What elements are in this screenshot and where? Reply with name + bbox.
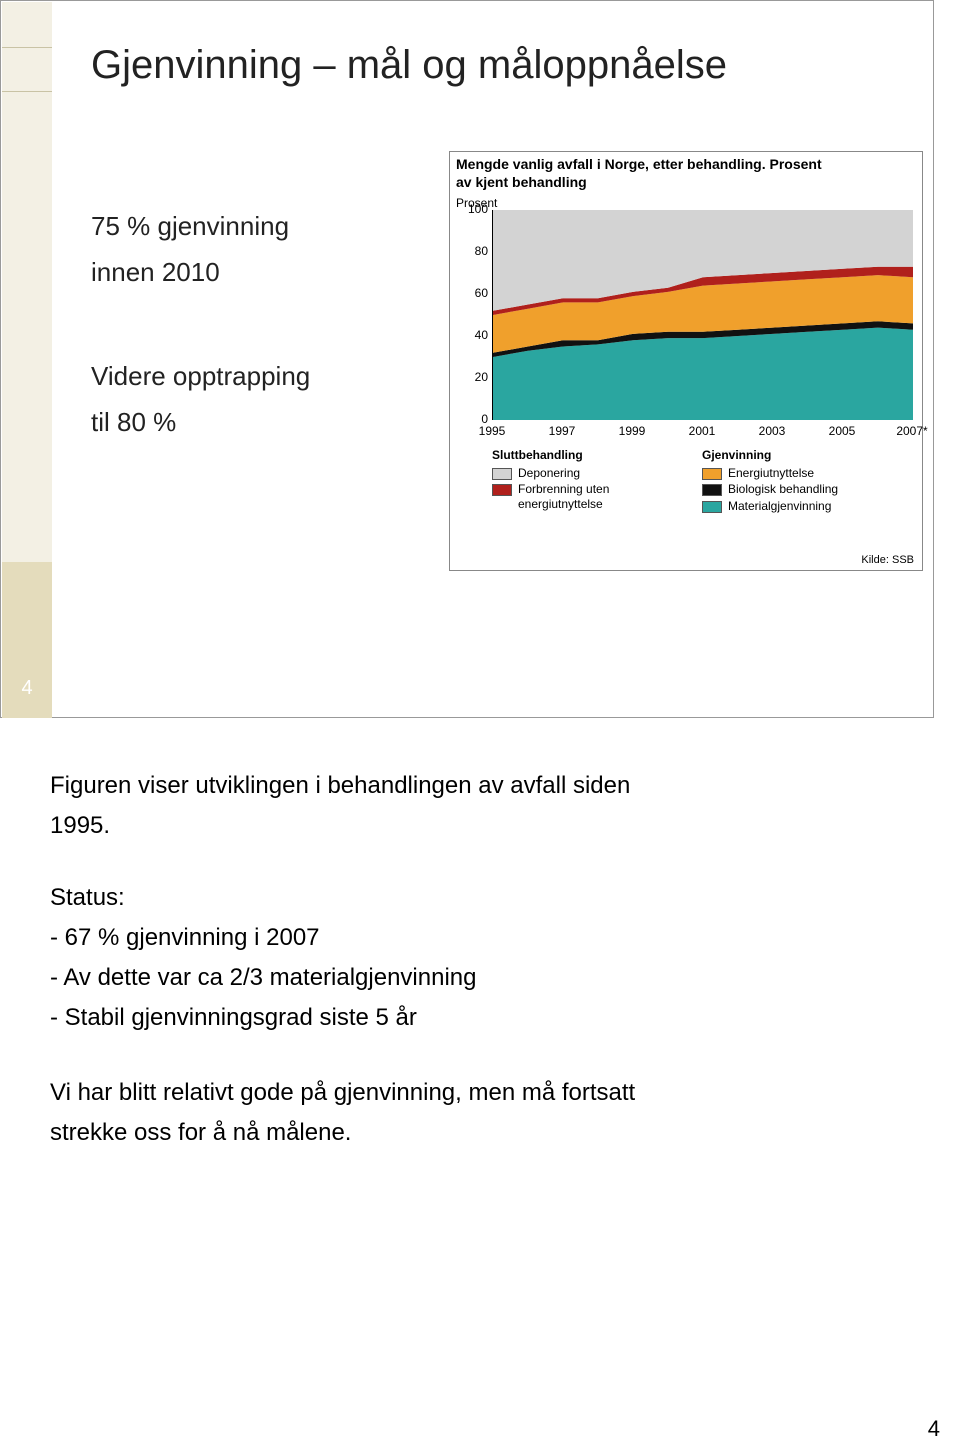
- legend-item: Materialgjenvinning: [702, 499, 912, 513]
- side-strip: 4: [2, 2, 52, 718]
- x-tick-label: 1995: [479, 424, 506, 438]
- chart-frame: Mengde vanlig avfall i Norge, etter beha…: [449, 151, 923, 571]
- y-tick-label: 40: [456, 328, 488, 342]
- slide-number-badge: 4: [2, 672, 52, 704]
- legend-swatch: [702, 468, 722, 480]
- x-tick-label: 1999: [619, 424, 646, 438]
- source-label: Kilde: SSB: [861, 554, 914, 566]
- legend-label: Materialgjenvinning: [728, 499, 831, 513]
- body-status-heading: Status:: [50, 880, 910, 916]
- strip-upper: [2, 2, 52, 562]
- plot-area: [492, 210, 912, 420]
- y-tick-label: 80: [456, 244, 488, 258]
- body-bullet: - Stabil gjenvinningsgrad siste 5 år: [50, 1000, 910, 1036]
- x-tick-label: 2001: [689, 424, 716, 438]
- legend-label: Forbrenning uten energiutnyttelse: [518, 482, 692, 511]
- goal-text-line: innen 2010: [91, 257, 220, 288]
- chart-title-line2: av kjent behandling: [456, 174, 587, 190]
- goal-text-line: 75 % gjenvinning: [91, 211, 289, 242]
- strip-rule: [2, 91, 52, 92]
- x-tick-label: 2007*: [896, 424, 927, 438]
- slide-frame: 4 Gjenvinning – mål og måloppnåelse 75 %…: [0, 0, 934, 718]
- body-paragraph: Figuren viser utviklingen i behandlingen…: [50, 768, 910, 804]
- y-tick-label: 60: [456, 286, 488, 300]
- body-bullet: - 67 % gjenvinning i 2007: [50, 920, 910, 956]
- goal-text-line: til 80 %: [91, 407, 176, 438]
- legend-label: Biologisk behandling: [728, 482, 838, 496]
- stacked-area-chart: [493, 210, 913, 420]
- legend-item: Forbrenning uten energiutnyttelse: [492, 482, 692, 511]
- legend-swatch: [702, 501, 722, 513]
- goal-text-line: Videre opptrapping: [91, 361, 310, 392]
- y-tick-label: 100: [456, 202, 488, 216]
- slide-title: Gjenvinning – mål og måloppnåelse: [91, 43, 727, 88]
- page-number: 4: [928, 1416, 940, 1442]
- legend-item: Biologisk behandling: [702, 482, 912, 496]
- legend-label: Energiutnyttelse: [728, 466, 814, 480]
- x-tick-label: 2003: [759, 424, 786, 438]
- legend-item: Energiutnyttelse: [702, 466, 912, 480]
- legend-heading: Gjenvinning: [702, 448, 912, 462]
- x-tick-label: 2005: [829, 424, 856, 438]
- body-paragraph: strekke oss for å nå målene.: [50, 1115, 910, 1151]
- legend-item: Deponering: [492, 466, 692, 480]
- body-paragraph: Vi har blitt relativt gode på gjenvinnin…: [50, 1075, 910, 1111]
- chart-title: Mengde vanlig avfall i Norge, etter beha…: [456, 156, 822, 191]
- legend-swatch: [492, 468, 512, 480]
- body-bullet: - Av dette var ca 2/3 materialgjenvinnin…: [50, 960, 910, 996]
- strip-rule: [2, 47, 52, 48]
- chart-title-line1: Mengde vanlig avfall i Norge, etter beha…: [456, 156, 822, 172]
- legend-swatch: [492, 484, 512, 496]
- y-tick-label: 20: [456, 370, 488, 384]
- x-tick-label: 1997: [549, 424, 576, 438]
- legend-label: Deponering: [518, 466, 580, 480]
- legend-col-gjenvinning: Gjenvinning Energiutnyttelse Biologisk b…: [702, 448, 912, 515]
- body-paragraph: 1995.: [50, 808, 910, 844]
- page: 4 Gjenvinning – mål og måloppnåelse 75 %…: [0, 0, 960, 1454]
- legend-heading: Sluttbehandling: [492, 448, 692, 462]
- legend-col-sluttbehandling: Sluttbehandling Deponering Forbrenning u…: [492, 448, 692, 513]
- legend-swatch: [702, 484, 722, 496]
